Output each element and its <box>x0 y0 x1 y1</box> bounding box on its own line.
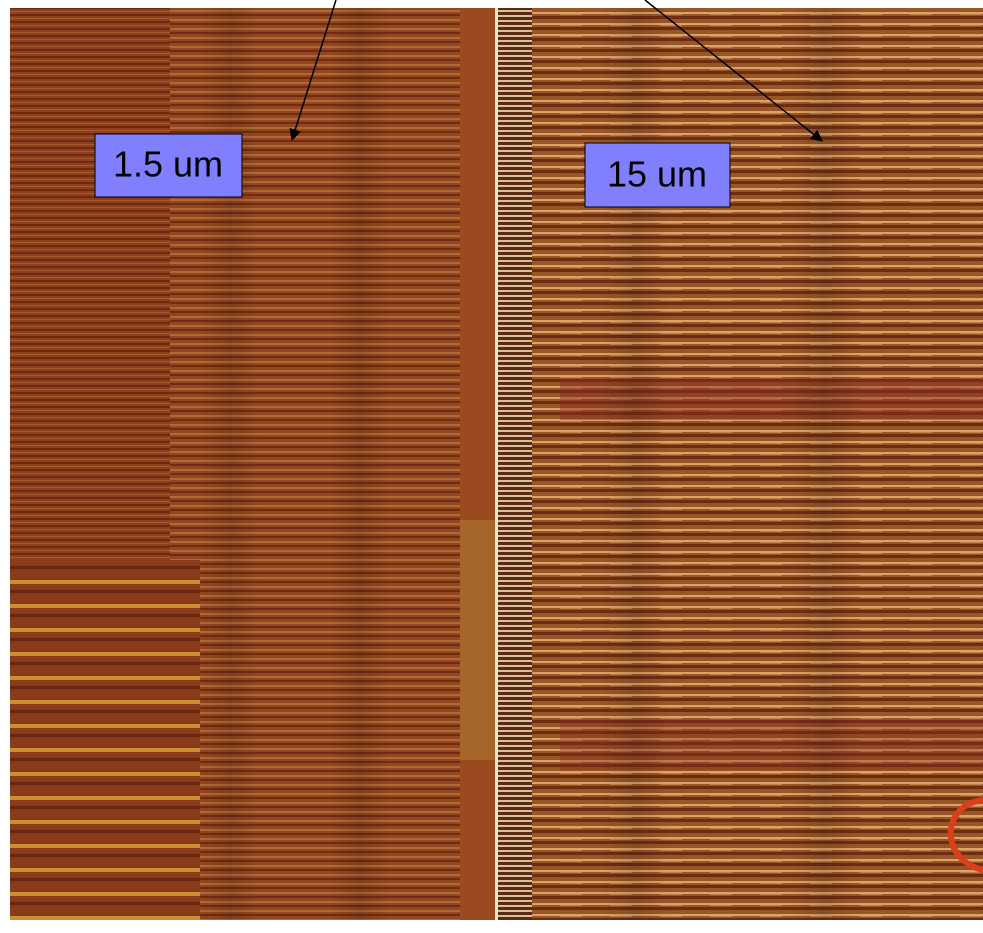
scale-label: 15 um <box>607 154 707 195</box>
scale-label: 1.5 um <box>113 144 223 185</box>
micrograph-figure: 1.5 um 15 um <box>0 0 983 933</box>
page: {"labels": [{"text": "1.5 um"}, {"text":… <box>0 0 983 933</box>
